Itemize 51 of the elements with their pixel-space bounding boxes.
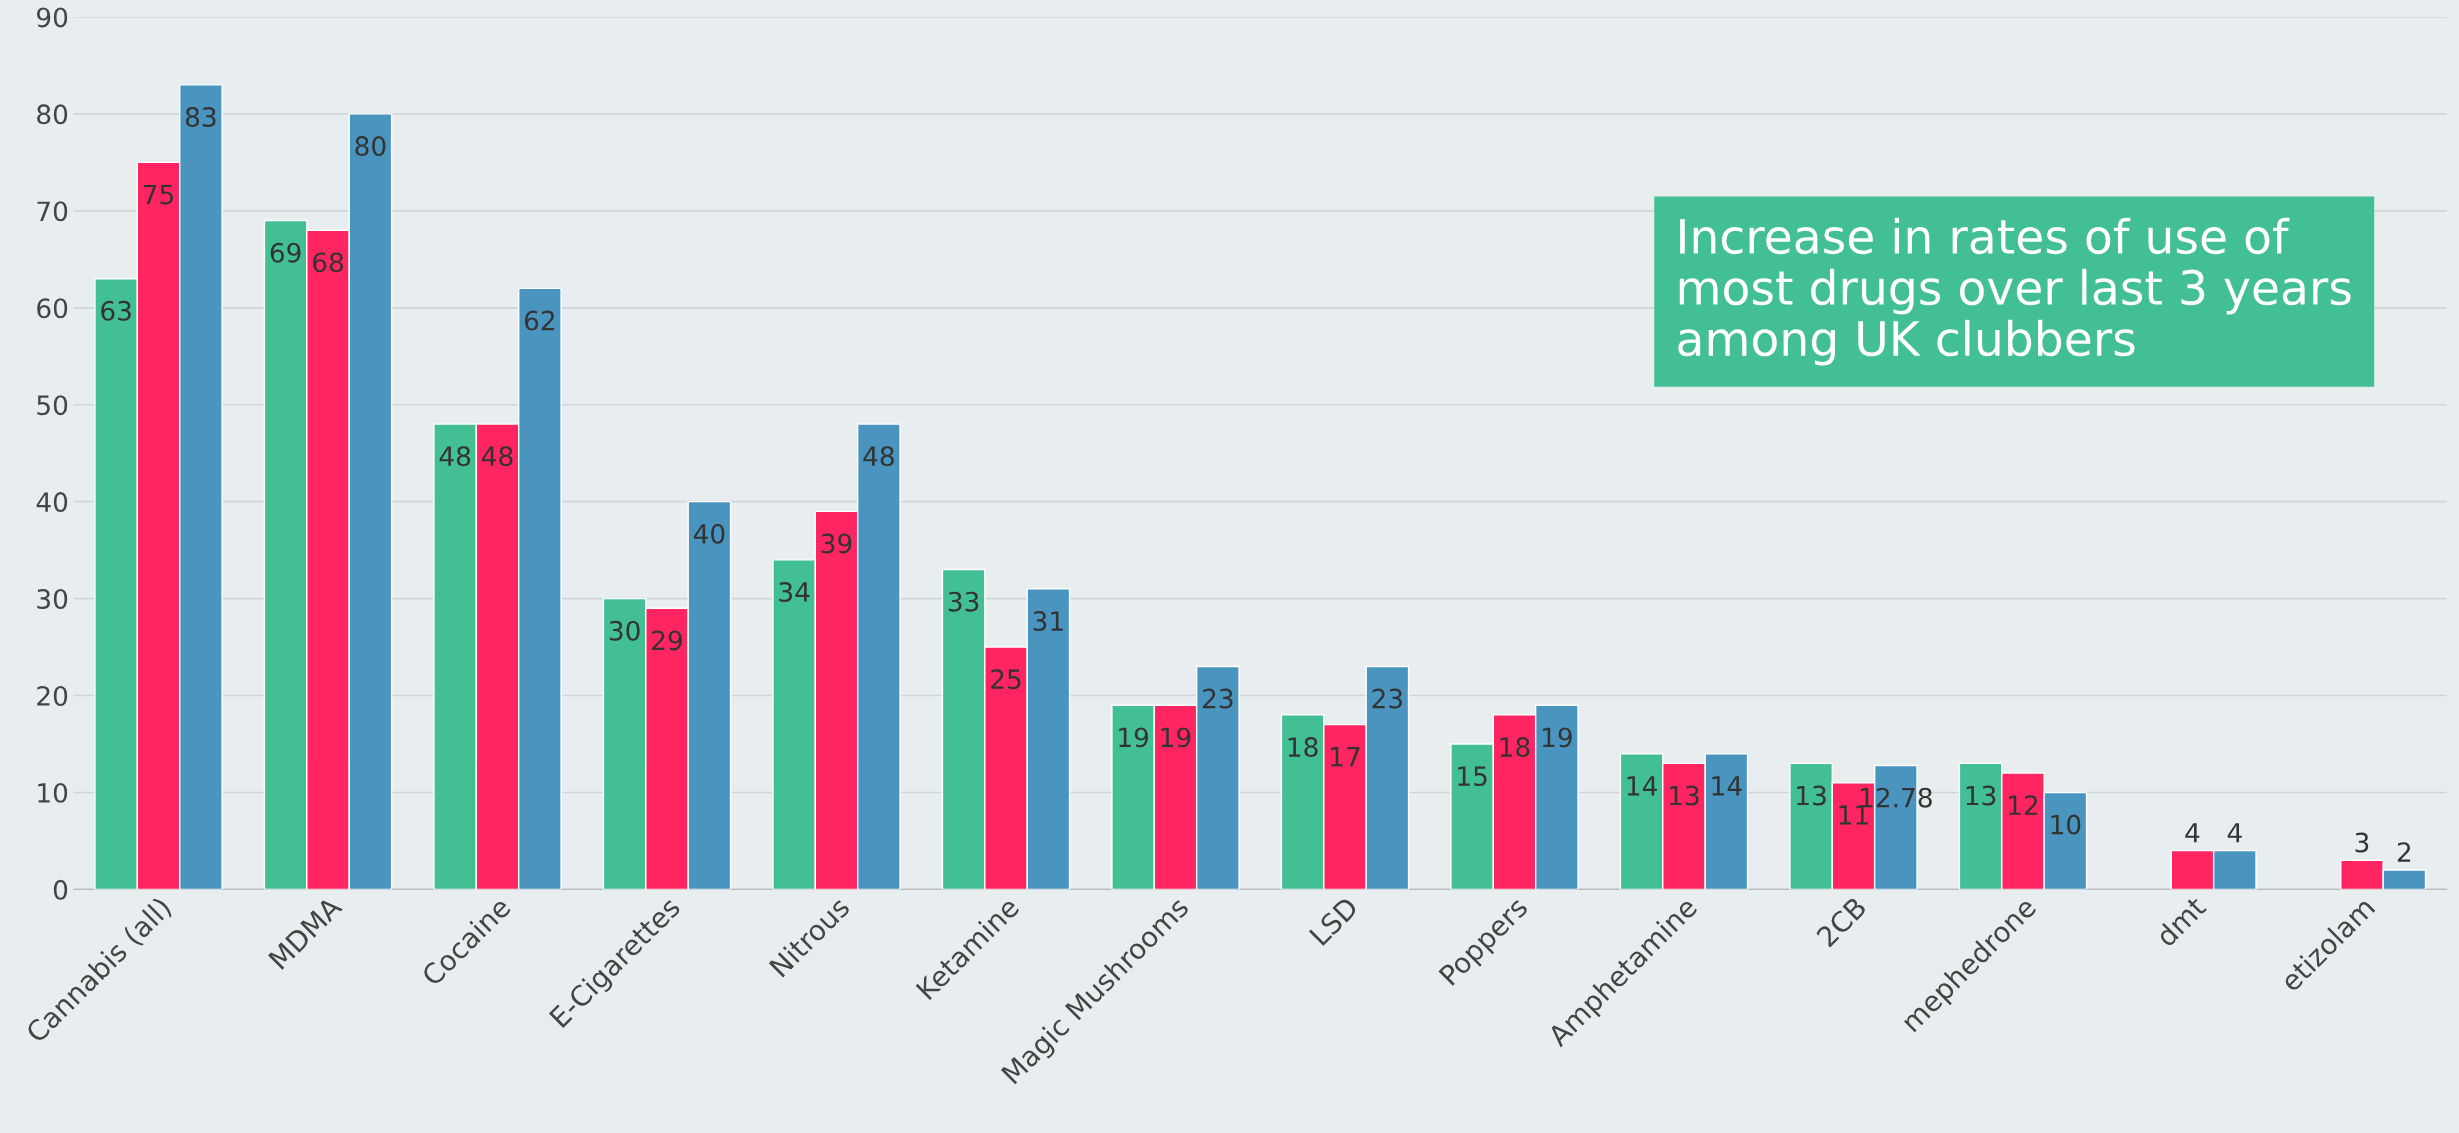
data-label: 48 — [863, 446, 894, 467]
data-label: 23 — [1203, 688, 1233, 709]
y-tick-label: 30 — [37, 589, 68, 609]
data-label: 4 — [2227, 823, 2242, 843]
y-tick-label: 0 — [53, 879, 68, 900]
annotation: Increase in rates of use of most drugs over last 3 years among UK clubbers — [1678, 217, 2351, 366]
data-label: 83 — [185, 107, 216, 127]
data-label: 39 — [821, 533, 852, 554]
data-label: 30 — [609, 620, 640, 641]
data-label: 31 — [1033, 611, 1063, 632]
data-label: 4 — [2185, 823, 2200, 843]
data-label: 13 — [1797, 785, 1826, 806]
data-label: 18 — [1500, 737, 1530, 758]
data-label: 18 — [1288, 737, 1318, 758]
y-tick-label: 10 — [38, 782, 68, 803]
data-label: 14 — [1627, 776, 1657, 796]
y-tick-label: 40 — [36, 492, 68, 513]
data-label: 19 — [1542, 727, 1572, 748]
data-label: 33 — [948, 591, 979, 612]
data-label: 13 — [1966, 785, 1996, 806]
data-label: 40 — [693, 523, 725, 544]
y-tick-label: 80 — [37, 104, 68, 125]
data-label: 62 — [524, 310, 555, 331]
data-label: 48 — [482, 446, 513, 467]
x-tick-label: LSD — [1308, 895, 1360, 947]
y-tick-label: 70 — [37, 201, 68, 222]
y-tick-label: 90 — [36, 7, 68, 28]
data-label: 13 — [1670, 785, 1699, 806]
data-label: 69 — [270, 242, 301, 263]
data-label: 29 — [652, 630, 682, 651]
data-label: 75 — [143, 184, 173, 205]
data-label: 17 — [1331, 747, 1360, 767]
data-label: 34 — [779, 581, 810, 602]
y-tick-label: 60 — [37, 298, 68, 319]
data-label: 19 — [1119, 727, 1149, 748]
y-tick-label: 50 — [37, 395, 68, 416]
data-label: 2 — [2397, 842, 2411, 862]
data-label: 19 — [1161, 727, 1191, 748]
data-label: 48 — [439, 446, 471, 467]
data-label: 80 — [355, 136, 386, 157]
data-label: 10 — [2051, 814, 2081, 835]
data-label: 14 — [1712, 776, 1742, 796]
data-label: 12 — [2009, 795, 2038, 815]
y-tick-label: 20 — [37, 685, 68, 706]
x-tick-label: dmt — [2154, 894, 2208, 948]
data-label: 68 — [313, 252, 343, 273]
data-label: 23 — [1372, 688, 1403, 709]
data-label: 15 — [1458, 766, 1487, 787]
data-label: 25 — [991, 669, 1021, 690]
data-label: 63 — [101, 300, 131, 321]
data-label: 3 — [2355, 832, 2369, 853]
